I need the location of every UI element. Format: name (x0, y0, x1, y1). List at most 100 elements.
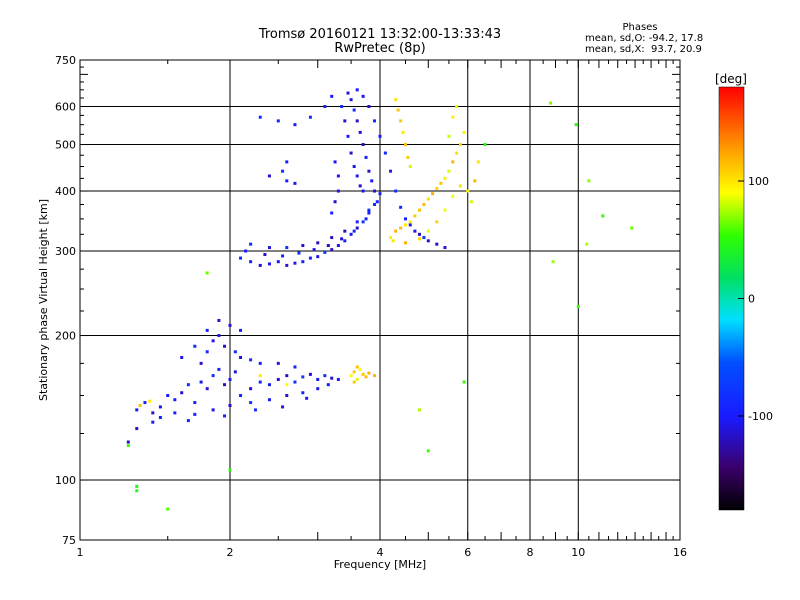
data-point (476, 160, 480, 164)
y-tick-label: 200 (55, 330, 76, 343)
data-point (585, 242, 589, 246)
data-point (193, 412, 197, 416)
data-point (173, 398, 177, 402)
data-point (316, 241, 320, 245)
data-point (223, 414, 227, 418)
data-point (293, 365, 297, 369)
data-point (316, 387, 320, 391)
data-point (447, 169, 451, 173)
data-point (403, 217, 407, 221)
data-point (285, 179, 289, 183)
data-point (458, 184, 462, 188)
data-point (186, 419, 190, 423)
data-point (223, 344, 227, 348)
data-point (158, 405, 162, 409)
data-point (426, 197, 430, 201)
data-point (285, 394, 289, 398)
data-point (211, 374, 215, 378)
y-tick-label: 75 (62, 534, 76, 547)
data-point (239, 394, 243, 398)
data-point (340, 105, 344, 109)
colorbar-tick-label: 0 (748, 293, 755, 306)
data-point (367, 371, 371, 375)
data-point (378, 192, 382, 196)
data-point (301, 391, 305, 395)
data-point (426, 229, 430, 233)
data-point (361, 189, 365, 193)
axis-ticks: 1 2 4 6 8 10 16 75 100 200 300 400 500 600 750 (55, 54, 687, 559)
data-point (435, 242, 439, 246)
data-point (455, 105, 459, 109)
data-point (601, 214, 605, 218)
data-point (228, 403, 232, 407)
data-point (285, 160, 289, 164)
data-point (340, 237, 344, 241)
x-tick-label: 4 (377, 546, 384, 559)
data-point (239, 355, 243, 359)
data-point (330, 236, 334, 240)
data-point (417, 232, 421, 236)
data-point (403, 241, 407, 245)
data-point (447, 134, 451, 138)
data-point (349, 374, 353, 378)
data-point (211, 339, 215, 343)
data-point (135, 489, 139, 493)
data-point (355, 226, 359, 230)
data-point (301, 375, 305, 379)
data-point (166, 394, 170, 398)
x-tick-label: 16 (673, 546, 687, 559)
data-point (417, 208, 421, 212)
y-tick-label: 300 (55, 245, 76, 258)
data-point (462, 380, 466, 384)
data-point (394, 189, 398, 193)
data-point (217, 367, 221, 371)
data-point (336, 189, 340, 193)
data-point (301, 244, 305, 248)
data-point (158, 415, 162, 419)
data-point (258, 263, 262, 267)
data-point (435, 220, 439, 224)
data-point (308, 256, 312, 260)
data-point (186, 383, 190, 387)
data-point (367, 208, 371, 212)
data-point (233, 370, 237, 374)
data-point (352, 108, 356, 112)
data-point (308, 115, 312, 119)
x-tick-label: 10 (571, 546, 585, 559)
data-point (361, 372, 365, 376)
data-point (135, 408, 139, 412)
data-point (293, 261, 297, 265)
data-point (199, 380, 203, 384)
colorbar-tick-label: -100 (748, 410, 773, 423)
data-point (205, 387, 209, 391)
data-point (361, 220, 365, 224)
data-point (391, 239, 395, 243)
data-point (346, 91, 350, 95)
data-point (355, 88, 359, 92)
data-point (364, 217, 368, 221)
data-point (551, 260, 555, 264)
data-point (263, 253, 267, 257)
data-point (316, 255, 320, 259)
data-point (193, 344, 197, 348)
data-point (336, 377, 340, 381)
data-point (630, 226, 634, 230)
data-point (389, 169, 393, 173)
data-point (151, 420, 155, 424)
data-point (403, 143, 407, 147)
y-axis-label: Stationary phase Virtual Height [km] (37, 199, 50, 401)
data-point (355, 365, 359, 369)
phases-label: Phases (622, 22, 658, 33)
data-point (143, 401, 147, 405)
data-point (439, 181, 443, 185)
data-point (358, 367, 362, 371)
data-point (361, 143, 365, 147)
y-tick-label: 500 (55, 139, 76, 152)
data-point (408, 164, 412, 168)
data-point (205, 271, 209, 275)
data-point (355, 119, 359, 123)
data-point (233, 350, 237, 354)
data-point (211, 408, 215, 412)
data-point (193, 401, 197, 405)
